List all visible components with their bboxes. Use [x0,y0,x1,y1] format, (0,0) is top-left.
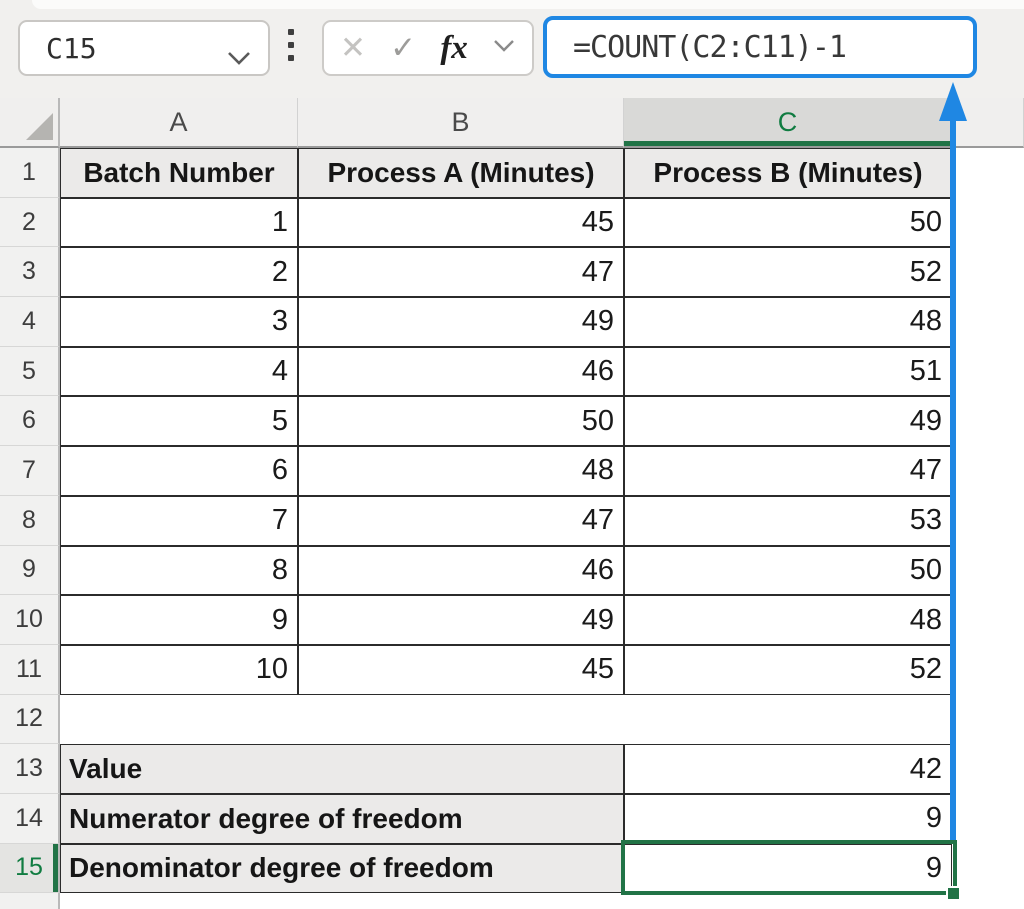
cell-A16[interactable] [60,893,298,909]
row-header-10[interactable]: 10 [0,595,60,645]
empty-cell[interactable] [952,595,1024,645]
ribbon-bottom-strip [32,0,1024,9]
cell-C14[interactable]: 9 [624,793,952,844]
row-header-15[interactable]: 15 [0,843,60,894]
row-header-13[interactable]: 13 [0,744,60,794]
cell-A1[interactable]: Batch Number [60,148,298,198]
cell-C16[interactable] [624,893,952,909]
cell-A13[interactable]: Value [60,744,624,794]
cell-C15[interactable]: 9 [624,843,952,894]
formula-bar-grip-icon[interactable] [288,29,294,61]
cell-B12[interactable] [298,694,624,745]
empty-cell[interactable] [952,247,1024,298]
cell-A10[interactable]: 9 [60,595,298,645]
cell-C1[interactable]: Process B (Minutes) [624,148,952,198]
empty-cell[interactable] [952,793,1024,844]
name-box-value: C15 [46,31,97,65]
cell-B11[interactable]: 45 [298,644,624,695]
empty-cell[interactable] [952,346,1024,397]
select-all-triangle-icon [26,113,53,140]
cell-A5[interactable]: 4 [60,346,298,397]
annotation-arrow-head-icon [939,82,967,121]
row-header-5[interactable]: 5 [0,346,60,397]
row-header-12[interactable]: 12 [0,694,60,745]
cancel-icon[interactable]: ✕ [340,29,366,66]
cell-C11[interactable]: 52 [624,644,952,695]
row-header-16[interactable] [0,893,60,909]
cell-C2[interactable]: 50 [624,197,952,248]
empty-cell[interactable] [952,396,1024,447]
cell-B3[interactable]: 47 [298,247,624,298]
empty-cell[interactable] [952,297,1024,347]
cell-A3[interactable]: 2 [60,247,298,298]
fx-chevron-down-icon[interactable] [492,38,516,59]
name-box-chevron-down-icon[interactable] [226,41,252,74]
cell-B7[interactable]: 48 [298,446,624,496]
column-header-B[interactable]: B [298,98,624,148]
fill-handle[interactable] [946,886,961,901]
spreadsheet-grid: A B C 1 Batch Number Process A (Minutes) Proce… [0,98,1024,909]
cell-C9[interactable]: 50 [624,545,952,596]
row-header-3[interactable]: 3 [0,247,60,298]
enter-icon[interactable]: ✓ [390,29,417,66]
cell-C10[interactable]: 48 [624,595,952,645]
cell-B9[interactable]: 46 [298,545,624,596]
cell-C4[interactable]: 48 [624,297,952,347]
row-header-6[interactable]: 6 [0,396,60,447]
cell-B1[interactable]: Process A (Minutes) [298,148,624,198]
empty-cell[interactable] [952,495,1024,546]
insert-function-icon[interactable]: fx [440,29,468,66]
cell-B8[interactable]: 47 [298,495,624,546]
cell-B5[interactable]: 46 [298,346,624,397]
select-all-corner[interactable] [0,98,60,148]
cell-B2[interactable]: 45 [298,197,624,248]
row-header-2[interactable]: 2 [0,197,60,248]
column-header-A[interactable]: A [60,98,298,148]
cell-A2[interactable]: 1 [60,197,298,248]
cell-A14[interactable]: Numerator degree of freedom [60,793,624,844]
row-header-7[interactable]: 7 [0,446,60,496]
cell-A4[interactable]: 3 [60,297,298,347]
cell-A15[interactable]: Denominator degree of freedom [60,843,624,894]
row-header-14[interactable]: 14 [0,793,60,844]
column-header-C[interactable]: C [624,98,952,148]
cell-A12[interactable] [60,694,298,745]
row-header-8[interactable]: 8 [0,495,60,546]
row-header-11[interactable]: 11 [0,644,60,695]
cell-C12[interactable] [624,694,952,745]
cell-C7[interactable]: 47 [624,446,952,496]
cell-C3[interactable]: 52 [624,247,952,298]
empty-cell[interactable] [952,545,1024,596]
cell-A9[interactable]: 8 [60,545,298,596]
empty-cell[interactable] [952,843,1024,894]
name-box[interactable]: C15 [18,20,270,76]
cell-C6[interactable]: 49 [624,396,952,447]
cell-C13[interactable]: 42 [624,744,952,794]
cell-A6[interactable]: 5 [60,396,298,447]
cell-B16[interactable] [298,893,624,909]
empty-cell[interactable] [952,446,1024,496]
empty-cell[interactable] [952,744,1024,794]
cell-A8[interactable]: 7 [60,495,298,546]
empty-cell[interactable] [952,694,1024,745]
cell-B6[interactable]: 50 [298,396,624,447]
formula-toolbar: ✕ ✓ fx [322,20,534,76]
empty-cell[interactable] [952,197,1024,248]
empty-cell[interactable] [952,644,1024,695]
empty-cell[interactable] [952,893,1024,909]
cell-A11[interactable]: 10 [60,644,298,695]
cell-C5[interactable]: 51 [624,346,952,397]
cell-A7[interactable]: 6 [60,446,298,496]
annotation-arrow-shaft [950,119,956,841]
row-header-9[interactable]: 9 [0,545,60,596]
empty-cell[interactable] [952,148,1024,198]
cell-B10[interactable]: 49 [298,595,624,645]
formula-text: =COUNT(C2:C11)-1 [573,29,847,65]
cell-B4[interactable]: 49 [298,297,624,347]
row-header-4[interactable]: 4 [0,297,60,347]
formula-input[interactable]: =COUNT(C2:C11)-1 [543,16,977,78]
cell-C8[interactable]: 53 [624,495,952,546]
row-header-1[interactable]: 1 [0,148,60,198]
